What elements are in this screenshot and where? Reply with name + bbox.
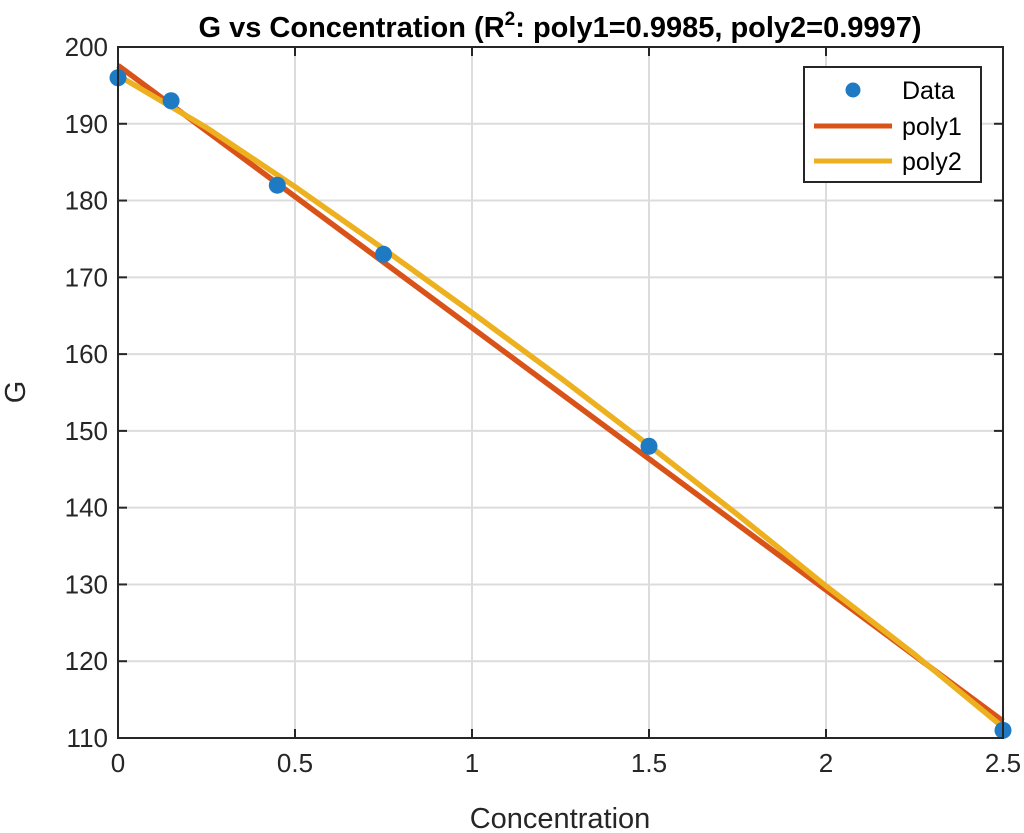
- y-tick-label: 140: [65, 493, 108, 523]
- chart-title-prefix: G vs Concentration (R: [199, 12, 505, 44]
- y-tick-label: 160: [65, 339, 108, 369]
- legend-label-data: Data: [902, 77, 955, 105]
- data-point: [162, 92, 180, 110]
- y-axis-label: G: [0, 381, 32, 404]
- y-tick-label: 150: [65, 416, 108, 446]
- y-tick-label: 120: [65, 646, 108, 676]
- legend-label-poly2: poly2: [902, 148, 962, 176]
- x-tick-label: 1.5: [631, 748, 667, 778]
- legend: Data poly1 poly2: [803, 66, 982, 183]
- y-tick-label: 130: [65, 569, 108, 599]
- x-tick-label: 1: [465, 748, 479, 778]
- y-tick-label: 110: [67, 723, 108, 753]
- x-tick-label: 0.5: [277, 748, 313, 778]
- y-tick-label: 180: [65, 186, 108, 216]
- plot-series: [109, 63, 1012, 739]
- x-tick-label: 0: [111, 748, 125, 778]
- data-point: [375, 245, 392, 263]
- x-axis-label: Concentration: [470, 803, 651, 833]
- series-line-poly2: [116, 73, 1005, 730]
- axis-ticks: 0 0.5 1 1.5 2 2.5 110 120 130 140 150 160 170 180 190 2…: [65, 32, 1021, 778]
- legend-label-poly1: poly1: [902, 113, 962, 141]
- y-tick-label: 170: [65, 262, 108, 292]
- data-point: [268, 176, 286, 194]
- data-point: [640, 437, 658, 455]
- legend-marker-data: [845, 82, 861, 98]
- x-tick-label: 2.5: [985, 748, 1021, 778]
- y-tick-label: 190: [65, 109, 108, 139]
- chart-title-superscript: 2: [505, 9, 516, 30]
- chart-title-suffix: : poly1=0.9985, poly2=0.9997): [515, 12, 921, 44]
- x-tick-label: 2: [819, 748, 833, 778]
- axes-box: [117, 46, 1004, 739]
- chart-title: G vs Concentration (R2: poly1=0.9985, po…: [199, 9, 922, 44]
- y-tick-label: 200: [65, 32, 108, 62]
